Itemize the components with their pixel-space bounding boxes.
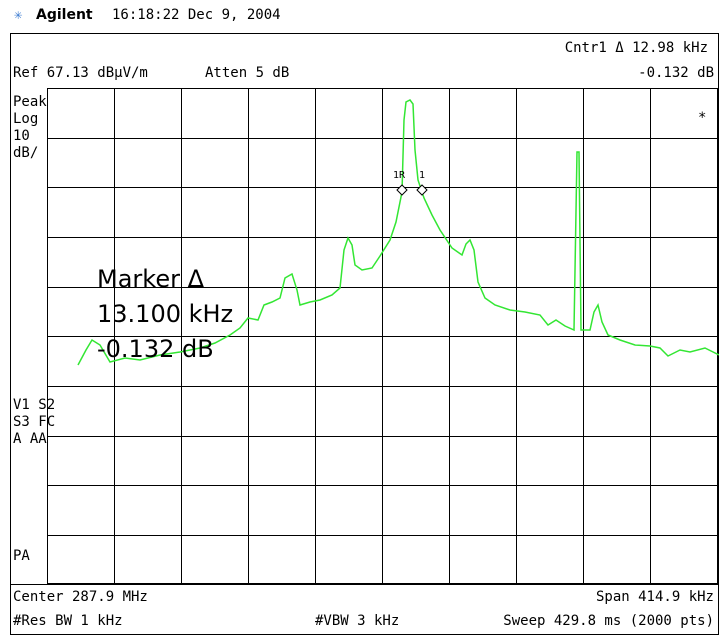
res-bw: #Res BW 1 kHz xyxy=(13,613,123,629)
trace-flags: A AA xyxy=(13,431,47,447)
marker-label: 1R xyxy=(393,170,406,181)
scale-value: 10 xyxy=(13,128,30,144)
logo: ✳ xyxy=(14,7,23,23)
marker-frequency: 13.100 kHz xyxy=(97,300,233,328)
brand: Agilent xyxy=(36,7,93,23)
timestamp: 16:18:22 Dec 9, 2004 xyxy=(112,7,281,23)
span: Span 414.9 kHz xyxy=(596,589,714,605)
flag: * xyxy=(698,110,706,126)
trace-flags: V1 S2 xyxy=(13,397,55,413)
scale-type: Log xyxy=(13,111,38,127)
screen-border xyxy=(10,33,719,635)
vbw: #VBW 3 kHz xyxy=(315,613,399,629)
trace-flags: S3 FC xyxy=(13,414,55,430)
scale-unit: dB/ xyxy=(13,145,38,161)
marker-symbols xyxy=(396,184,428,196)
marker-readout: Cntr1 Δ 12.98 kHz xyxy=(565,40,708,56)
graticule xyxy=(10,88,718,585)
trace xyxy=(77,99,719,366)
marker-level-large: -0.132 dB xyxy=(97,335,214,363)
pa-flag: PA xyxy=(13,548,30,564)
marker-title: Marker Δ xyxy=(97,265,205,293)
marker-level: -0.132 dB xyxy=(638,65,714,81)
attenuation: Atten 5 dB xyxy=(205,65,289,81)
detector: Peak xyxy=(13,94,47,110)
marker-label: 1 xyxy=(419,170,425,181)
sweep: Sweep 429.8 ms (2000 pts) xyxy=(503,613,714,629)
reference-level: Ref 67.13 dBμV/m xyxy=(13,65,148,81)
center-frequency: Center 287.9 MHz xyxy=(13,589,148,605)
